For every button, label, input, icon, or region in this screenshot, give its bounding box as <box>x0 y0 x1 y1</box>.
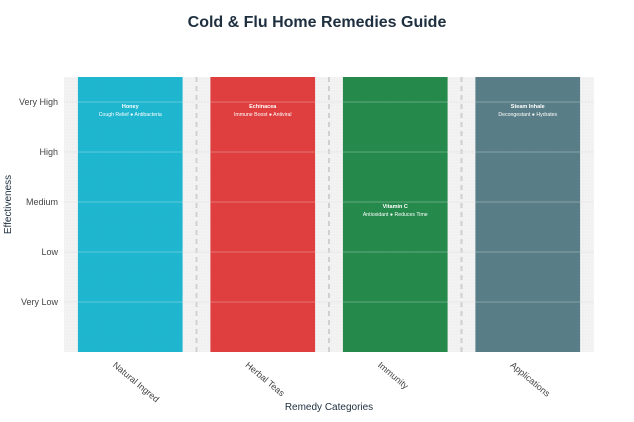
x-tick-label: Natural Ingred <box>111 360 161 404</box>
y-tick-label: Very Low <box>21 297 59 307</box>
x-tick-label: Herbal Teas <box>243 360 286 399</box>
y-tick-label: High <box>39 147 58 157</box>
bar-benefits-label: Cough Relief ● Antibacteria <box>99 112 162 118</box>
y-tick-label: Medium <box>26 197 58 207</box>
bar-remedy-label: Vitamin C <box>383 204 408 210</box>
bar-texture <box>77 77 183 352</box>
bar-benefits-label: Decongestant ● Hydrates <box>498 112 557 118</box>
bar-remedy-label: Steam Inhale <box>511 104 545 110</box>
bar-benefits-label: Antioxidant ● Reduces Time <box>363 212 428 218</box>
y-tick-label: Very High <box>19 97 58 107</box>
chart-title: Cold & Flu Home Remedies Guide <box>187 14 447 31</box>
bar-texture <box>342 77 448 352</box>
y-tick-label: Low <box>41 247 58 257</box>
bar-benefits-label: Immune Boost ● Antiviral <box>234 112 292 118</box>
bar-texture <box>475 77 581 352</box>
y-axis-title: Effectiveness <box>3 175 14 234</box>
x-axis-title: Remedy Categories <box>285 402 373 413</box>
bar-texture <box>210 77 316 352</box>
bar-remedy-label: Honey <box>122 104 140 110</box>
x-tick-label: Immunity <box>376 360 411 391</box>
x-tick-label: Applications <box>508 360 552 399</box>
bar-remedy-label: Echinacea <box>249 104 277 110</box>
